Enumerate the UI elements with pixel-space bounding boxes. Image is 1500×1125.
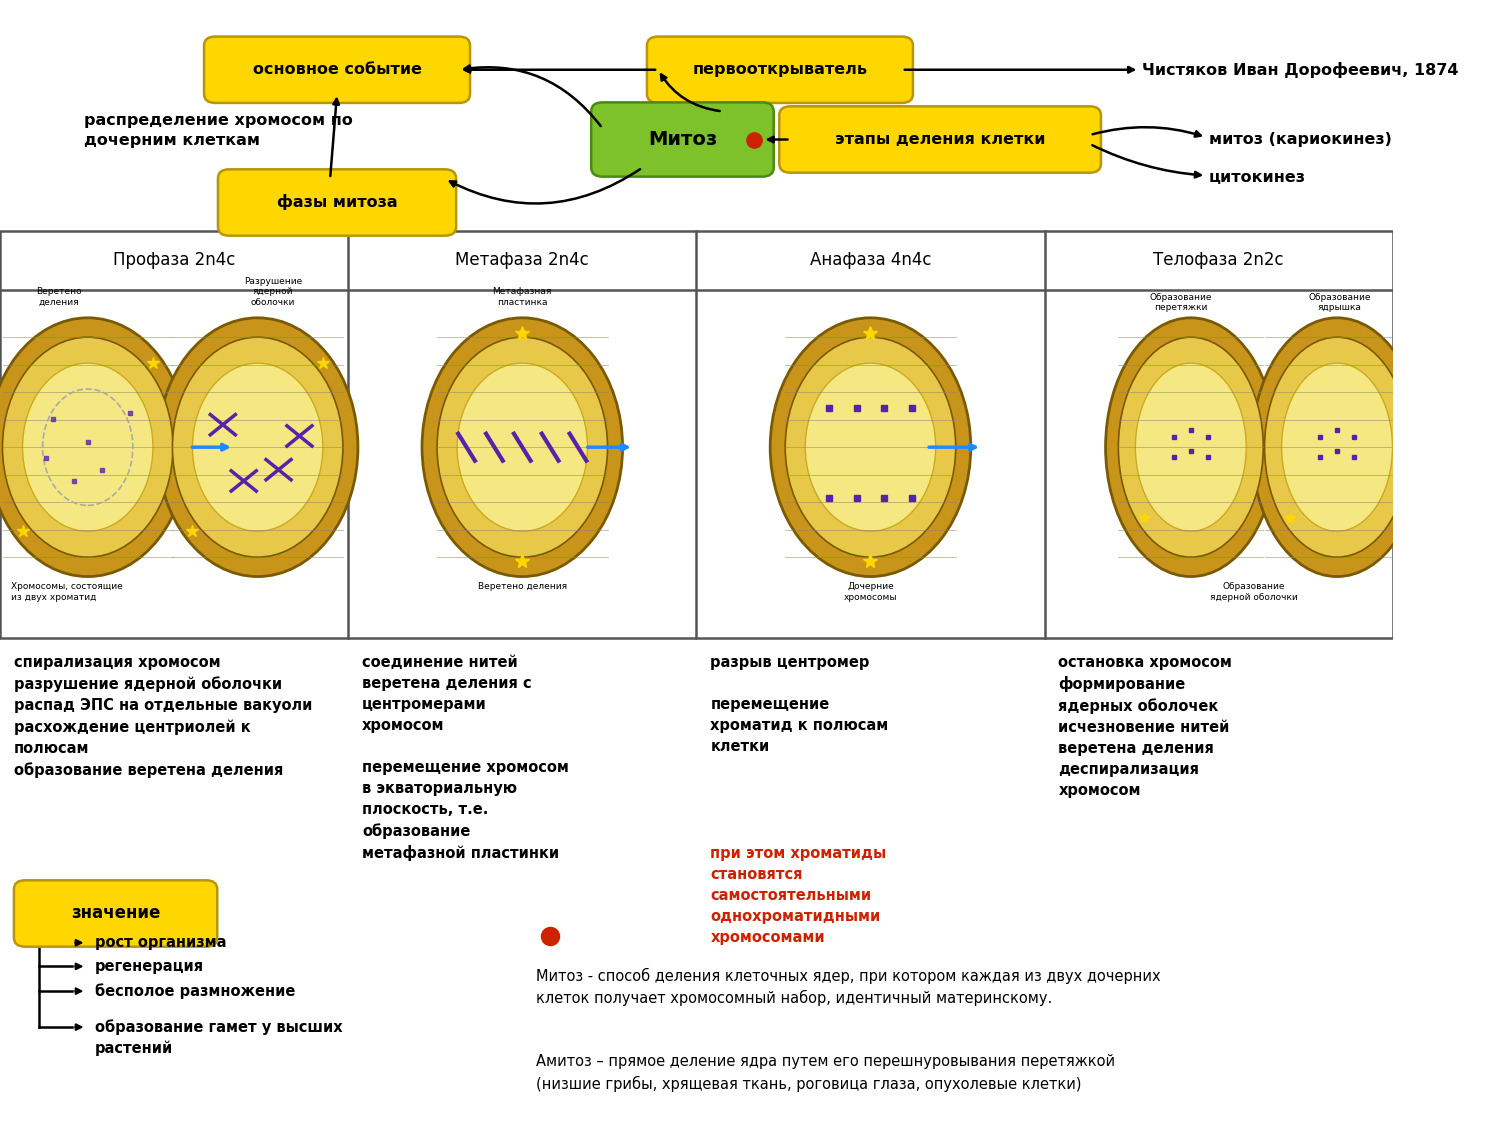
- FancyBboxPatch shape: [217, 170, 456, 235]
- Ellipse shape: [806, 363, 936, 531]
- Text: бесполое размножение: бесполое размножение: [94, 983, 296, 999]
- Ellipse shape: [22, 363, 153, 531]
- Text: фазы митоза: фазы митоза: [276, 195, 398, 210]
- Text: Образование
перетяжки: Образование перетяжки: [1150, 292, 1212, 312]
- Ellipse shape: [1119, 338, 1263, 557]
- Text: Чистяков Иван Дорофеевич, 1874: Чистяков Иван Дорофеевич, 1874: [1142, 62, 1458, 78]
- Text: Анафаза 4n4с: Анафаза 4n4с: [810, 251, 932, 269]
- FancyBboxPatch shape: [591, 102, 774, 177]
- Ellipse shape: [770, 317, 970, 576]
- Text: Образование
ядрышка: Образование ядрышка: [1308, 292, 1371, 312]
- Ellipse shape: [0, 317, 188, 576]
- Text: образование гамет у высших: образование гамет у высших: [94, 1019, 342, 1035]
- Ellipse shape: [1136, 363, 1246, 531]
- Text: Хромосомы, состоящие
из двух хроматид: Хромосомы, состоящие из двух хроматид: [10, 583, 123, 602]
- Text: соединение нитей
веретена деления с
центромерами
хромосом

перемещение хромосом
: соединение нитей веретена деления с цент…: [362, 655, 568, 862]
- Ellipse shape: [1281, 363, 1392, 531]
- Ellipse shape: [436, 338, 608, 557]
- Text: Дочерние
хромосомы: Дочерние хромосомы: [843, 583, 897, 602]
- Ellipse shape: [158, 317, 358, 576]
- FancyBboxPatch shape: [204, 36, 470, 102]
- Ellipse shape: [422, 317, 622, 576]
- Ellipse shape: [458, 363, 588, 531]
- Text: остановка хромосом
формирование
ядерных оболочек
исчезновение нитей
веретена дел: остановка хромосом формирование ядерных …: [1059, 655, 1233, 799]
- Text: спирализация хромосом
разрушение ядерной оболочки
распад ЭПС на отдельные вакуол: спирализация хромосом разрушение ядерной…: [13, 655, 312, 777]
- FancyBboxPatch shape: [13, 880, 217, 947]
- Text: Амитоз – прямое деление ядра путем его перешнуровывания перетяжкой
(низшие грибы: Амитоз – прямое деление ядра путем его п…: [536, 1054, 1116, 1092]
- Text: растений: растений: [94, 1041, 172, 1056]
- Text: значение: значение: [70, 904, 160, 922]
- FancyBboxPatch shape: [646, 36, 914, 102]
- Text: этапы деления клетки: этапы деления клетки: [836, 132, 1046, 147]
- Ellipse shape: [1252, 317, 1422, 576]
- Text: основное событие: основное событие: [252, 62, 422, 78]
- Ellipse shape: [1106, 317, 1276, 576]
- Text: Митоз - способ деления клеточных ядер, при котором каждая из двух дочерних
клето: Митоз - способ деления клеточных ядер, п…: [536, 968, 1161, 1007]
- Text: цитокинез: цитокинез: [1209, 170, 1306, 186]
- Text: рост организма: рост организма: [94, 935, 226, 951]
- Text: разрыв центромер

перемещение
хроматид к полюсам
клетки: разрыв центромер перемещение хроматид к …: [711, 655, 888, 754]
- Text: Телофаза 2n2с: Телофаза 2n2с: [1154, 251, 1284, 269]
- Ellipse shape: [3, 338, 172, 557]
- Ellipse shape: [1264, 338, 1410, 557]
- Text: первооткрыватель: первооткрыватель: [693, 62, 867, 78]
- Ellipse shape: [784, 338, 956, 557]
- Text: Веретено
деления: Веретено деления: [36, 287, 81, 306]
- Text: Метафаза 2n4с: Метафаза 2n4с: [456, 251, 590, 269]
- Text: Образование
ядерной оболочки: Образование ядерной оболочки: [1209, 583, 1298, 602]
- Ellipse shape: [172, 338, 344, 557]
- Ellipse shape: [192, 363, 322, 531]
- Text: Разрушение
ядерной
оболочки: Разрушение ядерной оболочки: [244, 277, 302, 306]
- FancyBboxPatch shape: [778, 106, 1101, 172]
- Text: регенерация: регенерация: [94, 958, 204, 974]
- Text: Профаза 2n4с: Профаза 2n4с: [112, 251, 236, 269]
- Text: митоз (кариокинез): митоз (кариокинез): [1209, 132, 1392, 147]
- Text: при этом хроматиды
становятся
самостоятельными
однохроматидными
хромосомами: при этом хроматиды становятся самостояте…: [711, 846, 886, 945]
- Text: распределение хромосом по
дочерним клеткам: распределение хромосом по дочерним клетк…: [84, 114, 352, 147]
- Bar: [0, 231, 1394, 638]
- Text: Веретено деления: Веретено деления: [477, 583, 567, 592]
- Text: Метафазная
пластинка: Метафазная пластинка: [492, 287, 552, 306]
- Text: Митоз: Митоз: [648, 130, 717, 148]
